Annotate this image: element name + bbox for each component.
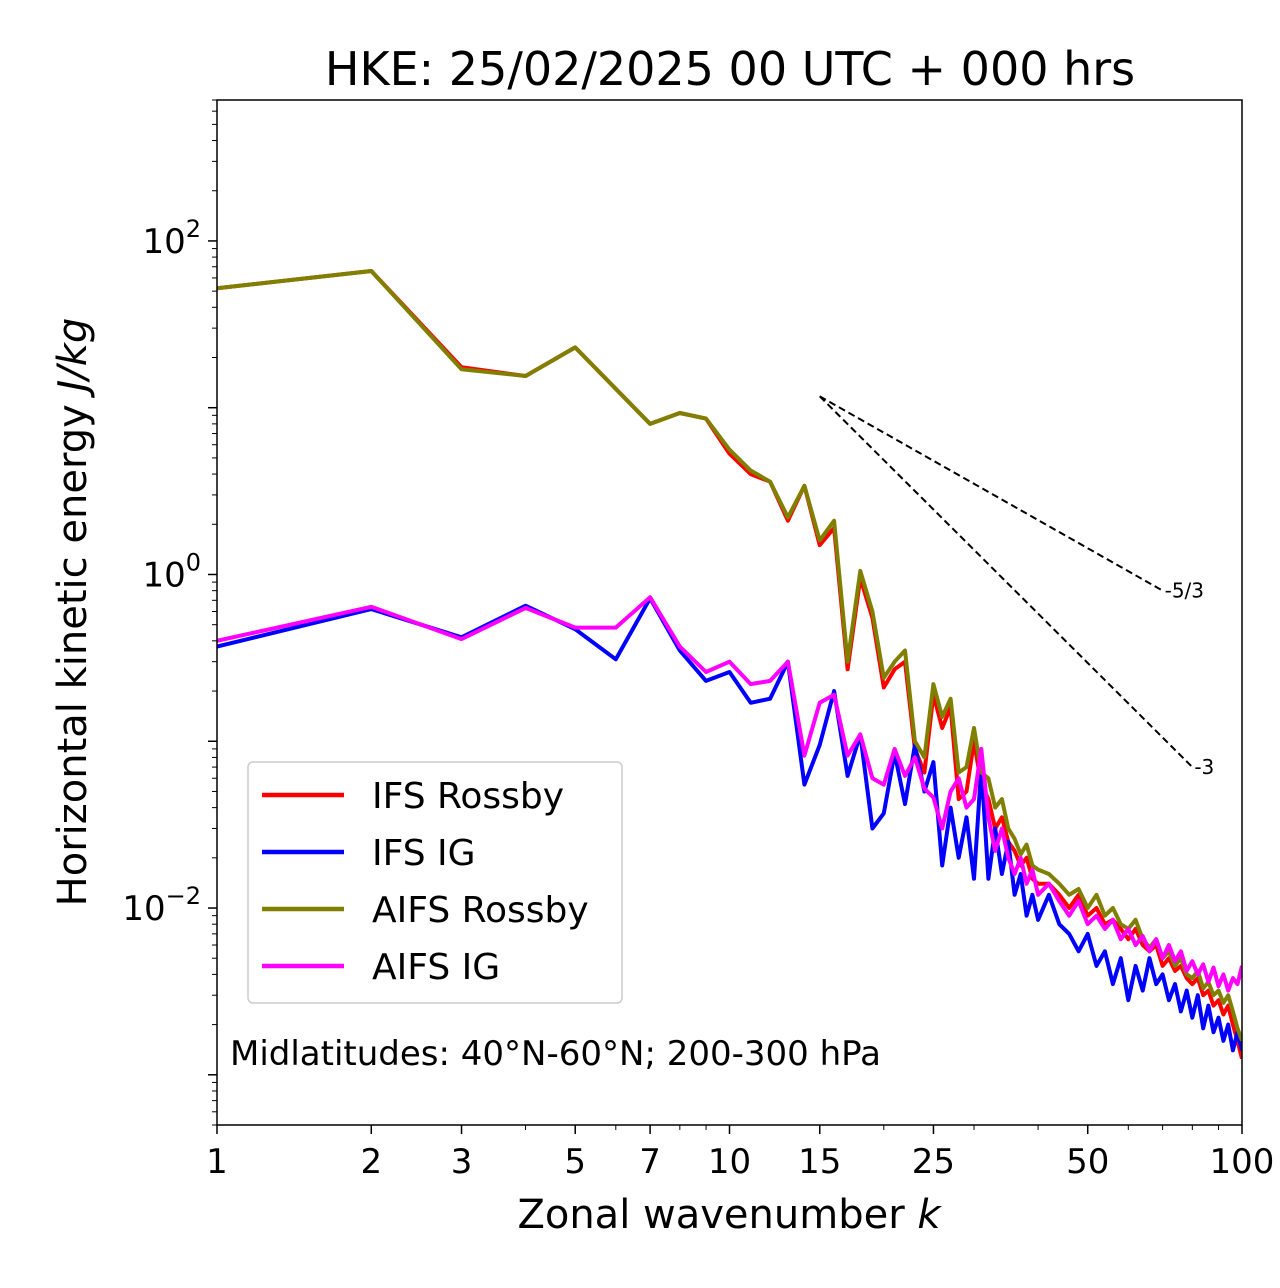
reference-slope-line xyxy=(819,395,1194,768)
x-axis-label: Zonal wavenumber k xyxy=(517,1192,942,1238)
reference-slope-layer: -5/3 -3 xyxy=(819,395,1214,779)
x-tick-label: 2 xyxy=(360,1142,382,1182)
y-tick-label: 102 xyxy=(142,215,201,262)
series-layer xyxy=(217,269,1242,1060)
x-tick-label: 1 xyxy=(206,1142,228,1182)
y-tick-label: 10−2 xyxy=(122,882,201,929)
reference-slope-label: -3 xyxy=(1194,755,1214,779)
y-tick-label: 100 xyxy=(142,548,201,595)
x-tick-label: 7 xyxy=(639,1142,661,1182)
y-axis-label: Horizontal kinetic energy J/kg xyxy=(50,318,96,907)
x-tick-label: 100 xyxy=(1210,1142,1275,1182)
x-tick-label: 50 xyxy=(1066,1142,1109,1182)
series-line-aifs-ig xyxy=(217,595,1242,993)
chart-title: HKE: 25/02/2025 00 UTC + 000 hrs xyxy=(325,42,1135,96)
x-tick-label: 15 xyxy=(798,1142,841,1182)
reference-slope-line xyxy=(819,395,1164,592)
legend: IFS Rossby IFS IG AIFS Rossby AIFS IG xyxy=(247,761,623,1004)
legend-label: IFS Rossby xyxy=(372,776,564,817)
reference-slope-label: -5/3 xyxy=(1165,579,1204,603)
x-tick-label: 3 xyxy=(451,1142,473,1182)
y-axis: 10−2 100 102 xyxy=(122,99,217,1126)
x-tick-label: 10 xyxy=(708,1142,751,1182)
legend-label: AIFS Rossby xyxy=(372,890,589,931)
legend-box xyxy=(247,761,623,1004)
x-axis: 1 2 3 5 7 10 15 25 50 100 xyxy=(206,1125,1274,1182)
legend-label: IFS IG xyxy=(372,833,476,874)
x-tick-label: 25 xyxy=(912,1142,955,1182)
x-tick-label: 5 xyxy=(564,1142,586,1182)
region-annotation: Midlatitudes: 40°N-60°N; 200-300 hPa xyxy=(230,1034,881,1074)
legend-label: AIFS IG xyxy=(372,947,500,988)
